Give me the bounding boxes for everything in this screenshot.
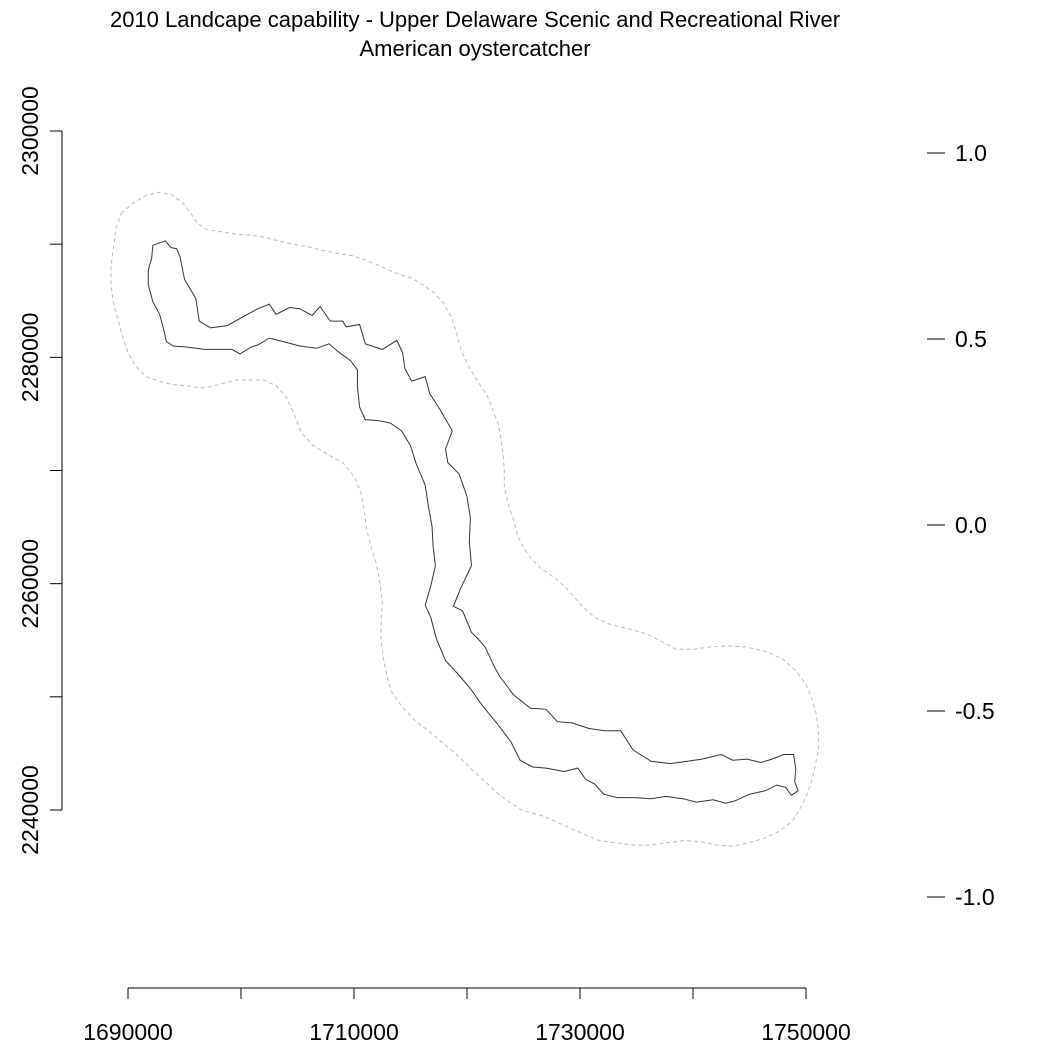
title-line-1: 2010 Landcape capability - Upper Delawar… [110, 7, 840, 32]
x-tick-label: 1750000 [761, 1019, 851, 1045]
scale-tick-label: 0.0 [955, 512, 987, 538]
title-line-2: American oystercatcher [359, 36, 590, 61]
park-boundary-outline [147, 240, 799, 804]
x-tick-label: 1730000 [535, 1019, 625, 1045]
y-tick-label: 2240000 [17, 765, 43, 855]
y-tick-label: 2300000 [17, 86, 43, 176]
scale-tick-label: 0.5 [955, 326, 987, 352]
scale-tick-label: 1.0 [955, 140, 987, 166]
x-tick-label: 1710000 [309, 1019, 399, 1045]
buffer-outline [110, 191, 819, 847]
scale-tick-label: -1.0 [955, 884, 995, 910]
axes: 1690000 1710000 1730000 1750000 2240000 22600… [17, 86, 851, 1045]
plot-area [110, 191, 819, 847]
y-tick-label: 2280000 [17, 313, 43, 403]
y-tick-label: 2260000 [17, 539, 43, 629]
x-tick-label: 1690000 [83, 1019, 173, 1045]
color-scale-axis: 1.0 0.5 0.0 -0.5 -1.0 [927, 140, 995, 910]
scale-tick-label: -0.5 [955, 698, 995, 724]
